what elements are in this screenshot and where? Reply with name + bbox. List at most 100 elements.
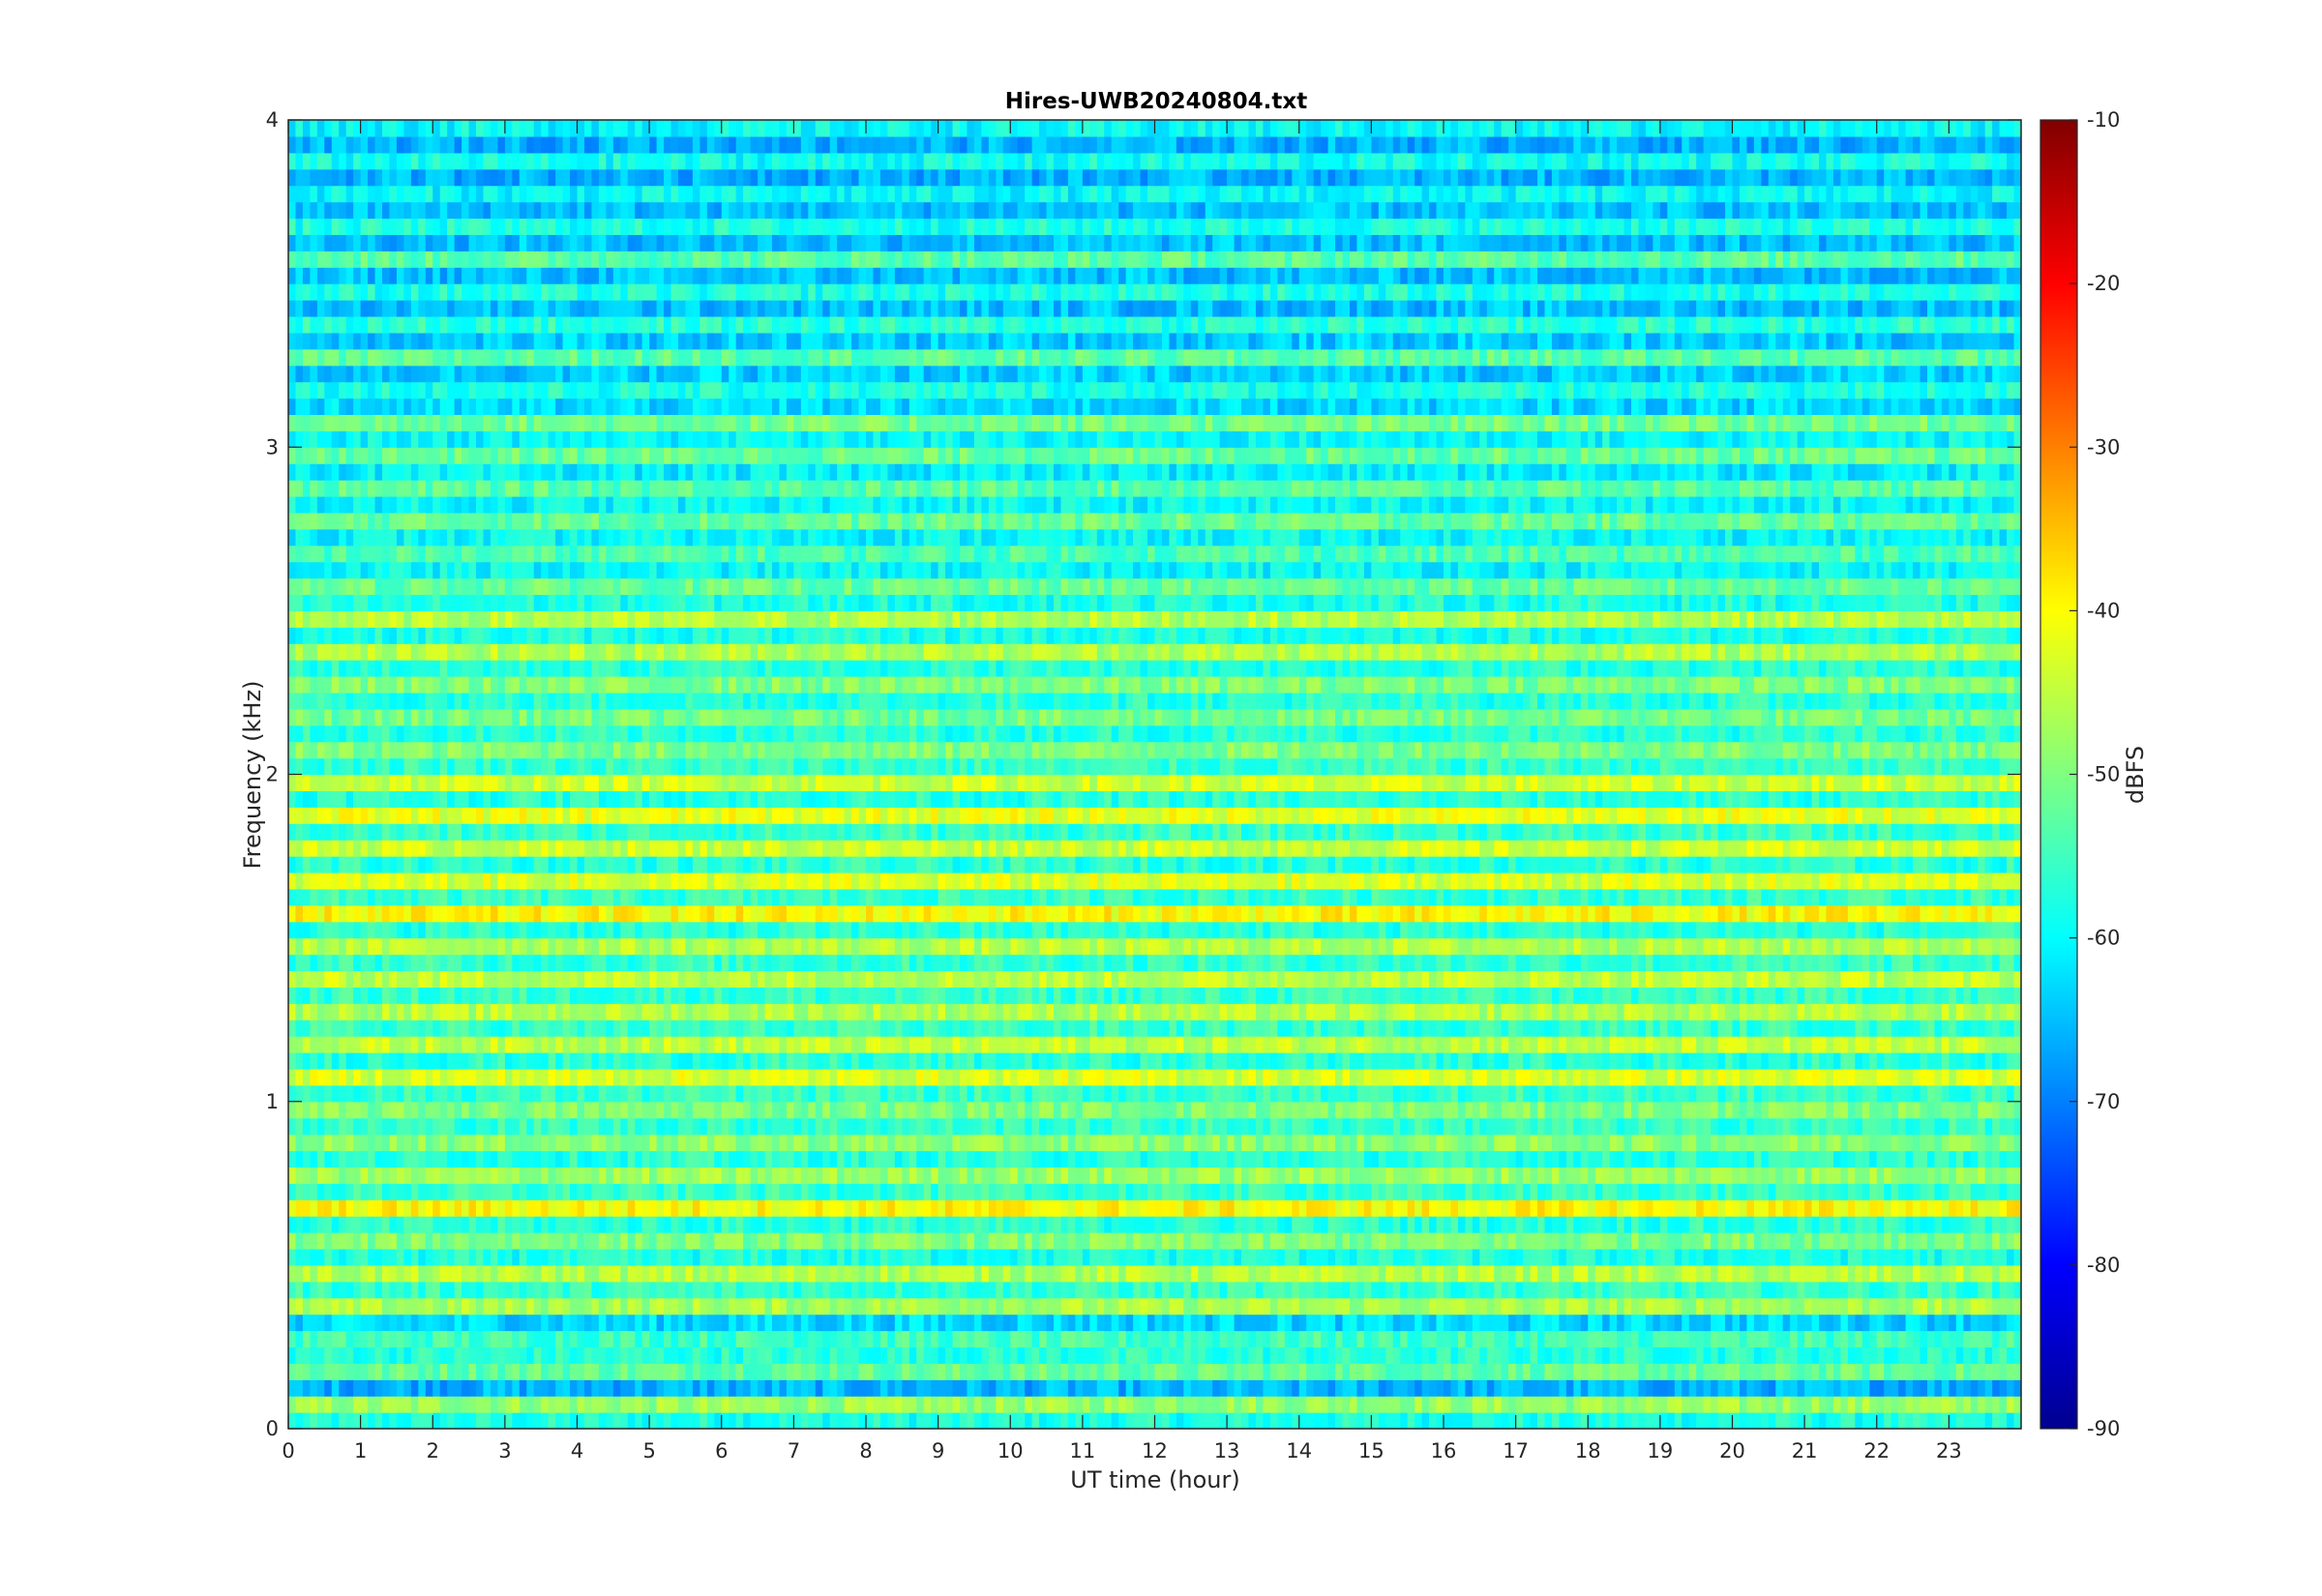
heatmap-cell <box>1775 1331 1783 1348</box>
heatmap-cell <box>1003 1199 1011 1217</box>
heatmap-cell <box>830 1396 838 1413</box>
heatmap-cell <box>1531 1183 1538 1200</box>
heatmap-cell <box>1429 1085 1437 1103</box>
heatmap-cell <box>549 1396 556 1413</box>
heatmap-cell <box>1364 1199 1372 1217</box>
heatmap-cell <box>649 1346 657 1364</box>
heatmap-cell <box>1898 1363 1906 1380</box>
heatmap-cell <box>1126 1396 1134 1413</box>
heatmap-cell <box>1775 1150 1783 1167</box>
heatmap-cell <box>1249 1396 1257 1413</box>
heatmap-cell <box>751 1249 759 1266</box>
heatmap-cell <box>1610 1363 1618 1380</box>
heatmap-cell <box>339 1363 346 1380</box>
heatmap-cell <box>1884 1249 1891 1266</box>
heatmap-cell <box>866 1315 874 1332</box>
heatmap-cell <box>1812 1199 1820 1217</box>
heatmap-cell <box>1314 1102 1322 1119</box>
heatmap-cell <box>2000 1346 2008 1364</box>
heatmap-cell <box>1321 1199 1328 1217</box>
heatmap-cell <box>1573 1199 1581 1217</box>
heatmap-cell <box>1494 1282 1502 1299</box>
heatmap-cell <box>685 1118 693 1136</box>
heatmap-cell <box>1682 1331 1689 1348</box>
heatmap-cell <box>541 1150 549 1167</box>
heatmap-cell <box>1206 1199 1213 1217</box>
heatmap-cell <box>1385 1265 1393 1283</box>
heatmap-cell <box>1385 1315 1393 1332</box>
heatmap-cell <box>1299 1331 1307 1348</box>
heatmap-cell <box>461 1396 469 1413</box>
heatmap-cell <box>1032 1396 1040 1413</box>
heatmap-cell <box>2000 1396 2008 1413</box>
heatmap-cell <box>1277 1085 1285 1103</box>
heatmap-cell <box>866 1331 874 1348</box>
heatmap-cell <box>317 1298 325 1315</box>
heatmap-cell <box>707 1232 715 1250</box>
heatmap-cell <box>1862 1412 1870 1430</box>
heatmap-cell <box>1356 1331 1364 1348</box>
heatmap-cell <box>960 1118 968 1136</box>
heatmap-cell <box>1494 1331 1502 1348</box>
heatmap-cell <box>1133 1150 1141 1167</box>
heatmap-cell <box>1804 1298 1812 1315</box>
heatmap-cell <box>411 1396 419 1413</box>
heatmap-cell <box>1343 1282 1351 1299</box>
heatmap-cell <box>1343 1346 1351 1364</box>
heatmap-cell <box>1068 1183 1076 1200</box>
heatmap-cell <box>1083 1298 1090 1315</box>
heatmap-cell <box>989 1346 997 1364</box>
heatmap-cell <box>1638 1183 1646 1200</box>
heatmap-cell <box>613 1363 621 1380</box>
heatmap-cell <box>909 1232 917 1250</box>
heatmap-cell <box>1891 1265 1899 1283</box>
heatmap-cell <box>1804 1315 1812 1332</box>
heatmap-cell <box>584 1150 592 1167</box>
heatmap-cell <box>1531 1331 1538 1348</box>
heatmap-cell <box>339 1183 346 1200</box>
heatmap-cell <box>960 1135 968 1152</box>
heatmap-cell <box>808 1183 816 1200</box>
heatmap-cell <box>1198 1199 1206 1217</box>
heatmap-cell <box>1581 1199 1589 1217</box>
heatmap-cell <box>1314 1412 1322 1430</box>
heatmap-cell <box>830 1183 838 1200</box>
heatmap-cell <box>1277 1346 1285 1364</box>
heatmap-cell <box>1010 1150 1018 1167</box>
heatmap-cell <box>1112 1282 1119 1299</box>
heatmap-cell <box>1581 1167 1589 1184</box>
heatmap-cell <box>960 1167 968 1184</box>
heatmap-cell <box>1566 1183 1574 1200</box>
heatmap-cell <box>924 1346 932 1364</box>
heatmap-cell <box>1371 1282 1379 1299</box>
heatmap-cell <box>1775 1167 1783 1184</box>
heatmap-cell <box>455 1363 462 1380</box>
heatmap-cell <box>1638 1167 1646 1184</box>
heatmap-cell <box>1176 1118 1184 1136</box>
heatmap-cell <box>1682 1150 1689 1167</box>
heatmap-cell <box>526 1118 534 1136</box>
heatmap-cell <box>1083 1150 1090 1167</box>
heatmap-cell <box>346 1232 354 1250</box>
heatmap-cell <box>555 1135 563 1152</box>
heatmap-cell <box>1775 1363 1783 1380</box>
heatmap-cell <box>461 1331 469 1348</box>
heatmap-cell <box>1913 1199 1920 1217</box>
heatmap-cell <box>974 1232 982 1250</box>
heatmap-cell <box>1371 1249 1379 1266</box>
heatmap-cell <box>1393 1363 1401 1380</box>
heatmap-cell <box>317 1183 325 1200</box>
heatmap-cell <box>945 1315 953 1332</box>
heatmap-cell <box>1183 1183 1191 1200</box>
heatmap-cell <box>339 1232 346 1250</box>
heatmap-cell <box>1227 1396 1235 1413</box>
heatmap-cell <box>375 1363 383 1380</box>
heatmap-cell <box>657 1232 665 1250</box>
heatmap-cell <box>382 1216 390 1233</box>
heatmap-cell <box>1985 1412 1993 1430</box>
heatmap-cell <box>1256 1396 1264 1413</box>
heatmap-cell <box>1068 1150 1076 1167</box>
heatmap-cell <box>916 1183 924 1200</box>
heatmap-cell <box>981 1118 989 1136</box>
heatmap-cell <box>432 1216 440 1233</box>
